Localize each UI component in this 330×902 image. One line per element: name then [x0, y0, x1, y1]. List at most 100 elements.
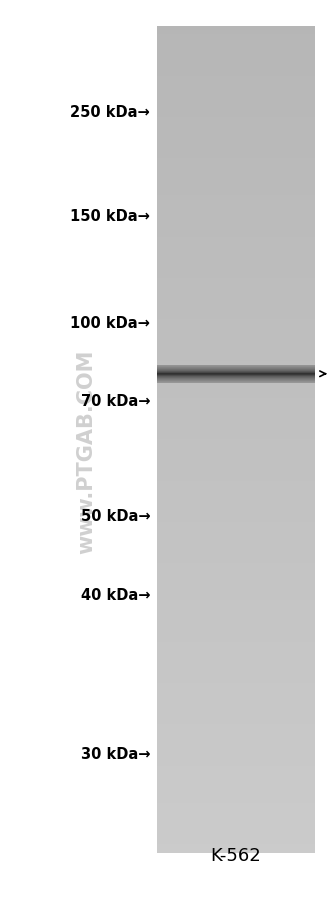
Bar: [157, 69, 315, 73]
Bar: [157, 596, 315, 601]
Bar: [157, 436, 315, 440]
Bar: [157, 324, 315, 329]
Bar: [157, 671, 315, 676]
Bar: [157, 848, 315, 853]
Bar: [157, 758, 315, 762]
Bar: [157, 378, 315, 382]
Bar: [157, 732, 315, 737]
Bar: [157, 617, 315, 621]
Bar: [157, 638, 315, 642]
Bar: [157, 365, 315, 370]
Bar: [157, 85, 315, 89]
Bar: [157, 287, 315, 291]
Bar: [157, 415, 315, 419]
Bar: [157, 320, 315, 325]
Bar: [157, 77, 315, 81]
Bar: [157, 567, 315, 572]
Bar: [157, 807, 315, 812]
Bar: [157, 551, 315, 556]
Bar: [157, 40, 315, 44]
Bar: [157, 604, 315, 610]
Bar: [157, 737, 315, 741]
Bar: [157, 56, 315, 60]
Bar: [157, 349, 315, 354]
Text: 70 kDa→: 70 kDa→: [81, 394, 150, 409]
Bar: [157, 485, 315, 490]
Bar: [157, 460, 315, 465]
Text: 40 kDa→: 40 kDa→: [81, 588, 150, 603]
Bar: [157, 312, 315, 317]
Bar: [157, 700, 315, 704]
Bar: [157, 304, 315, 308]
Bar: [157, 761, 315, 766]
Bar: [157, 477, 315, 482]
Bar: [157, 712, 315, 717]
Bar: [157, 362, 315, 366]
Text: 100 kDa→: 100 kDa→: [70, 316, 150, 330]
Bar: [157, 176, 315, 180]
Bar: [157, 51, 315, 57]
Bar: [157, 382, 315, 387]
Bar: [157, 721, 315, 725]
Bar: [157, 493, 315, 498]
Bar: [157, 43, 315, 48]
Bar: [157, 819, 315, 824]
Bar: [157, 155, 315, 160]
Bar: [157, 832, 315, 836]
Bar: [157, 609, 315, 613]
Bar: [157, 630, 315, 634]
Bar: [157, 345, 315, 349]
Bar: [157, 250, 315, 254]
Bar: [157, 64, 315, 69]
Bar: [157, 481, 315, 485]
Bar: [157, 258, 315, 262]
Bar: [157, 262, 315, 267]
Bar: [157, 101, 315, 106]
Bar: [157, 593, 315, 597]
Bar: [157, 642, 315, 647]
Bar: [157, 357, 315, 362]
Bar: [157, 226, 315, 230]
Bar: [157, 695, 315, 700]
Bar: [157, 407, 315, 411]
Bar: [157, 139, 315, 143]
Bar: [157, 774, 315, 778]
Bar: [157, 787, 315, 791]
Bar: [157, 679, 315, 684]
Bar: [157, 527, 315, 531]
Bar: [157, 159, 315, 164]
Bar: [157, 530, 315, 535]
Bar: [157, 729, 315, 733]
Bar: [157, 336, 315, 341]
Bar: [157, 543, 315, 548]
Bar: [157, 556, 315, 560]
Bar: [157, 208, 315, 213]
Bar: [157, 572, 315, 576]
Bar: [157, 687, 315, 692]
Bar: [157, 840, 315, 844]
Bar: [157, 782, 315, 787]
Bar: [157, 370, 315, 374]
Bar: [157, 588, 315, 593]
Bar: [157, 35, 315, 40]
Bar: [157, 171, 315, 176]
Bar: [157, 245, 315, 251]
Bar: [157, 266, 315, 271]
Bar: [157, 535, 315, 539]
Bar: [157, 753, 315, 758]
Bar: [157, 646, 315, 650]
Bar: [157, 795, 315, 799]
Bar: [157, 188, 315, 193]
Bar: [157, 473, 315, 477]
Bar: [157, 502, 315, 506]
Bar: [157, 126, 315, 131]
Bar: [157, 654, 315, 659]
Bar: [157, 234, 315, 238]
Bar: [157, 122, 315, 126]
Text: 50 kDa→: 50 kDa→: [81, 509, 150, 523]
Bar: [157, 564, 315, 568]
Bar: [157, 27, 315, 852]
Bar: [157, 106, 315, 110]
Bar: [157, 151, 315, 155]
Bar: [157, 48, 315, 52]
